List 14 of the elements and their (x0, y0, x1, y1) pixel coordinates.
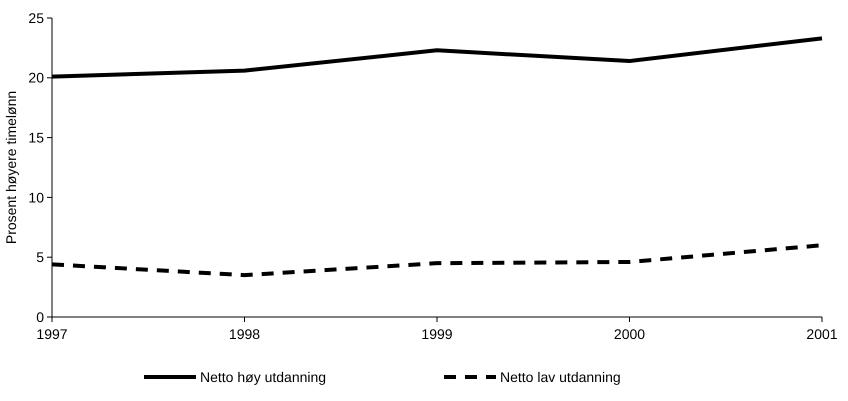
y-tick-label: 10 (28, 189, 44, 206)
legend-label: Netto lav utdanning (500, 368, 621, 385)
legend-label: Netto høy utdanning (200, 368, 326, 385)
y-tick-label: 25 (28, 10, 44, 26)
x-tick-label: 1999 (421, 326, 453, 342)
x-tick-label: 1998 (228, 326, 260, 342)
x-tick-label: 1997 (36, 326, 68, 342)
x-tick-label: 2000 (614, 326, 646, 342)
x-tick-label: 2001 (806, 326, 838, 342)
y-tick-label: 0 (36, 308, 44, 325)
y-axis-title: Prosent høyere timelønn (3, 90, 19, 244)
y-tick-label: 5 (36, 249, 44, 266)
y-tick-label: 20 (28, 70, 44, 86)
y-tick-label: 15 (28, 130, 44, 146)
